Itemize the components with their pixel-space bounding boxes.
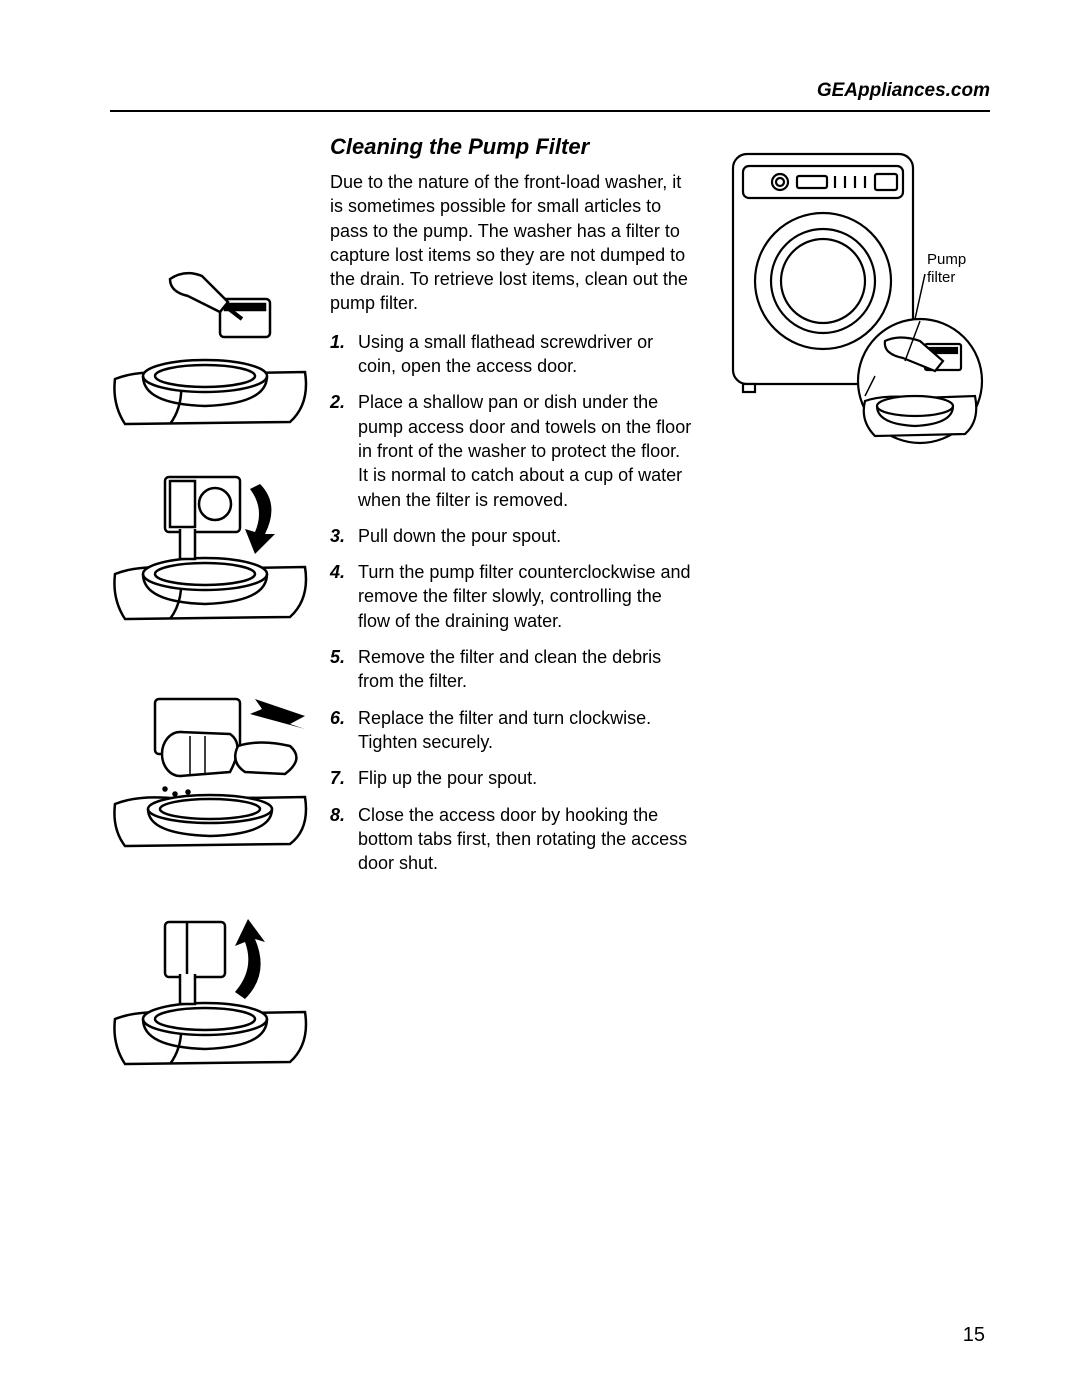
step-6: Replace the filter and turn clockwise. T…	[330, 706, 695, 755]
text-column: Cleaning the Pump Filter Due to the natu…	[330, 134, 705, 1099]
pump-filter-label-line2: filter	[927, 269, 955, 286]
step-7: Flip up the pour spout.	[330, 766, 695, 790]
step-4: Turn the pump filter counterclockwise an…	[330, 560, 695, 633]
page-number: 15	[963, 1324, 985, 1347]
content-row: Cleaning the Pump Filter Due to the natu…	[110, 134, 990, 1099]
washer-diagram: Pump filter	[725, 134, 990, 1099]
page-header: GEAppliances.com	[110, 80, 990, 112]
illustration-remove-filter	[110, 684, 310, 849]
step-5: Remove the filter and clean the debris f…	[330, 645, 695, 694]
pump-filter-label-line1: Pump	[927, 251, 966, 268]
step-8: Close the access door by hooking the bot…	[330, 803, 695, 876]
steps-list: Using a small flathead screwdriver or co…	[330, 330, 695, 876]
intro-paragraph: Due to the nature of the front-load wash…	[330, 170, 695, 316]
illustration-column	[110, 134, 310, 1099]
step-3: Pull down the pour spout.	[330, 524, 695, 548]
illustration-flip-up-spout	[110, 904, 310, 1069]
section-title: Cleaning the Pump Filter	[330, 134, 695, 160]
illustration-pull-spout	[110, 459, 310, 624]
step-1: Using a small flathead screwdriver or co…	[330, 330, 695, 379]
illustration-open-door	[110, 264, 310, 429]
step-2: Place a shallow pan or dish under the pu…	[330, 390, 695, 511]
